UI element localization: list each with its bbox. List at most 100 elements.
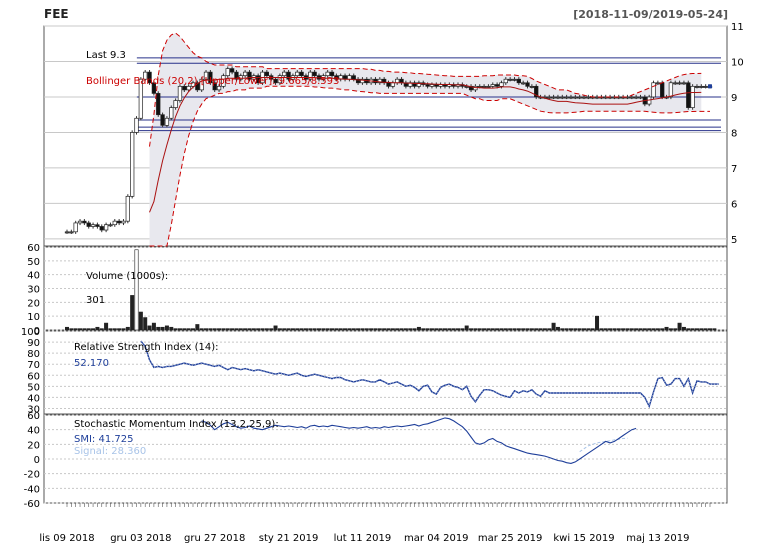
volume-bar: [699, 328, 704, 331]
smi-tick-label: -20: [24, 470, 40, 481]
candle: [625, 96, 630, 99]
volume-bar: [95, 326, 100, 331]
volume-bar: [690, 328, 695, 331]
volume-bar: [269, 328, 274, 331]
x-tick-label: mar 25 2019: [478, 533, 543, 544]
candle: [182, 85, 187, 91]
candle: [186, 85, 191, 91]
volume-bar: [117, 328, 122, 331]
volume-bar: [225, 328, 230, 331]
volume-bar: [499, 328, 504, 331]
volume-tick-label: 20: [27, 298, 40, 309]
volume-bar: [125, 326, 130, 331]
volume-bar: [460, 328, 465, 331]
volume-bar: [634, 328, 639, 331]
volume-tick-label: 0: [34, 326, 40, 337]
candle: [173, 100, 178, 108]
volume-bar: [73, 328, 78, 331]
smi-tick-label: 20: [27, 440, 40, 451]
candle: [138, 78, 144, 119]
volume-bar: [260, 328, 265, 331]
volume-bar: [642, 328, 647, 331]
volume-bar: [212, 328, 217, 331]
rsi-tick-label: 100: [21, 327, 40, 338]
candle: [499, 82, 504, 87]
candle: [494, 84, 500, 87]
volume-bar: [138, 311, 143, 331]
volume-bar: [647, 328, 652, 331]
volume-bar: [156, 326, 161, 331]
volume-value: 301: [86, 295, 105, 306]
volume-bar: [330, 328, 335, 331]
volume-bar: [516, 328, 521, 331]
volume-tick-label: 10: [27, 312, 40, 323]
candle: [90, 224, 96, 227]
candle: [229, 68, 235, 73]
volume-bar: [251, 328, 256, 331]
volume-tick-label: 50: [27, 257, 40, 268]
candle: [73, 222, 78, 233]
smi-tick-label: 60: [27, 411, 40, 422]
volume-bar: [243, 328, 248, 331]
candle: [594, 96, 600, 99]
volume-bar: [256, 328, 261, 331]
volume-bar: [264, 328, 269, 331]
volume-bar: [621, 328, 626, 331]
candle: [555, 96, 561, 99]
smi-tick-label: 40: [27, 426, 40, 437]
candle: [412, 82, 417, 87]
candle: [329, 71, 335, 77]
volume-bar: [512, 328, 517, 331]
candle: [573, 96, 578, 99]
candle: [586, 96, 591, 99]
volume-bar: [277, 328, 282, 331]
volume-bar: [190, 328, 195, 331]
volume-bar: [551, 322, 556, 331]
volume-bar: [104, 322, 109, 331]
candle: [221, 75, 226, 87]
smi-legend: Stochastic Momentum Index (13,2,25,9):: [74, 419, 279, 430]
candle: [486, 85, 491, 88]
candle: [203, 71, 209, 80]
candle: [151, 82, 157, 94]
volume-bar: [308, 328, 313, 331]
volume-bar: [91, 328, 96, 331]
rsi-frame: [43, 330, 728, 415]
candle: [677, 82, 682, 85]
volume-bar: [195, 324, 200, 331]
candle: [521, 82, 526, 85]
volume-panel: 0 10 20 30 40 50 60: [27, 243, 728, 337]
candle: [581, 96, 587, 99]
candle: [547, 96, 552, 99]
rsi-tick-label: 80: [27, 349, 40, 360]
volume-bar: [573, 328, 578, 331]
candle: [169, 107, 174, 119]
volume-bar: [681, 326, 686, 331]
volume-bar: [78, 328, 83, 331]
candle: [308, 71, 313, 80]
candle: [212, 82, 217, 91]
candle: [577, 96, 582, 99]
candle: [77, 220, 83, 224]
volume-bar: [568, 328, 573, 331]
rsi-tick-label: 40: [27, 393, 40, 404]
volume-bar: [608, 328, 613, 331]
candle: [247, 71, 252, 80]
bollinger-band-area: [149, 33, 702, 246]
volume-bar: [421, 328, 426, 331]
volume-bar: [660, 328, 665, 331]
volume-bar: [208, 328, 213, 331]
volume-bar: [282, 328, 287, 331]
x-tick-label: mar 04 2019: [404, 533, 469, 544]
candle: [195, 82, 200, 91]
candle: [312, 71, 317, 77]
candle: [568, 96, 574, 99]
candle: [699, 85, 704, 88]
candle: [351, 75, 356, 80]
candle: [69, 231, 74, 234]
candle: [512, 78, 517, 81]
volume-bar: [603, 328, 608, 331]
candle: [686, 82, 691, 108]
x-tick-label: lis 09 2018: [39, 533, 94, 544]
volume-bar: [542, 328, 547, 331]
